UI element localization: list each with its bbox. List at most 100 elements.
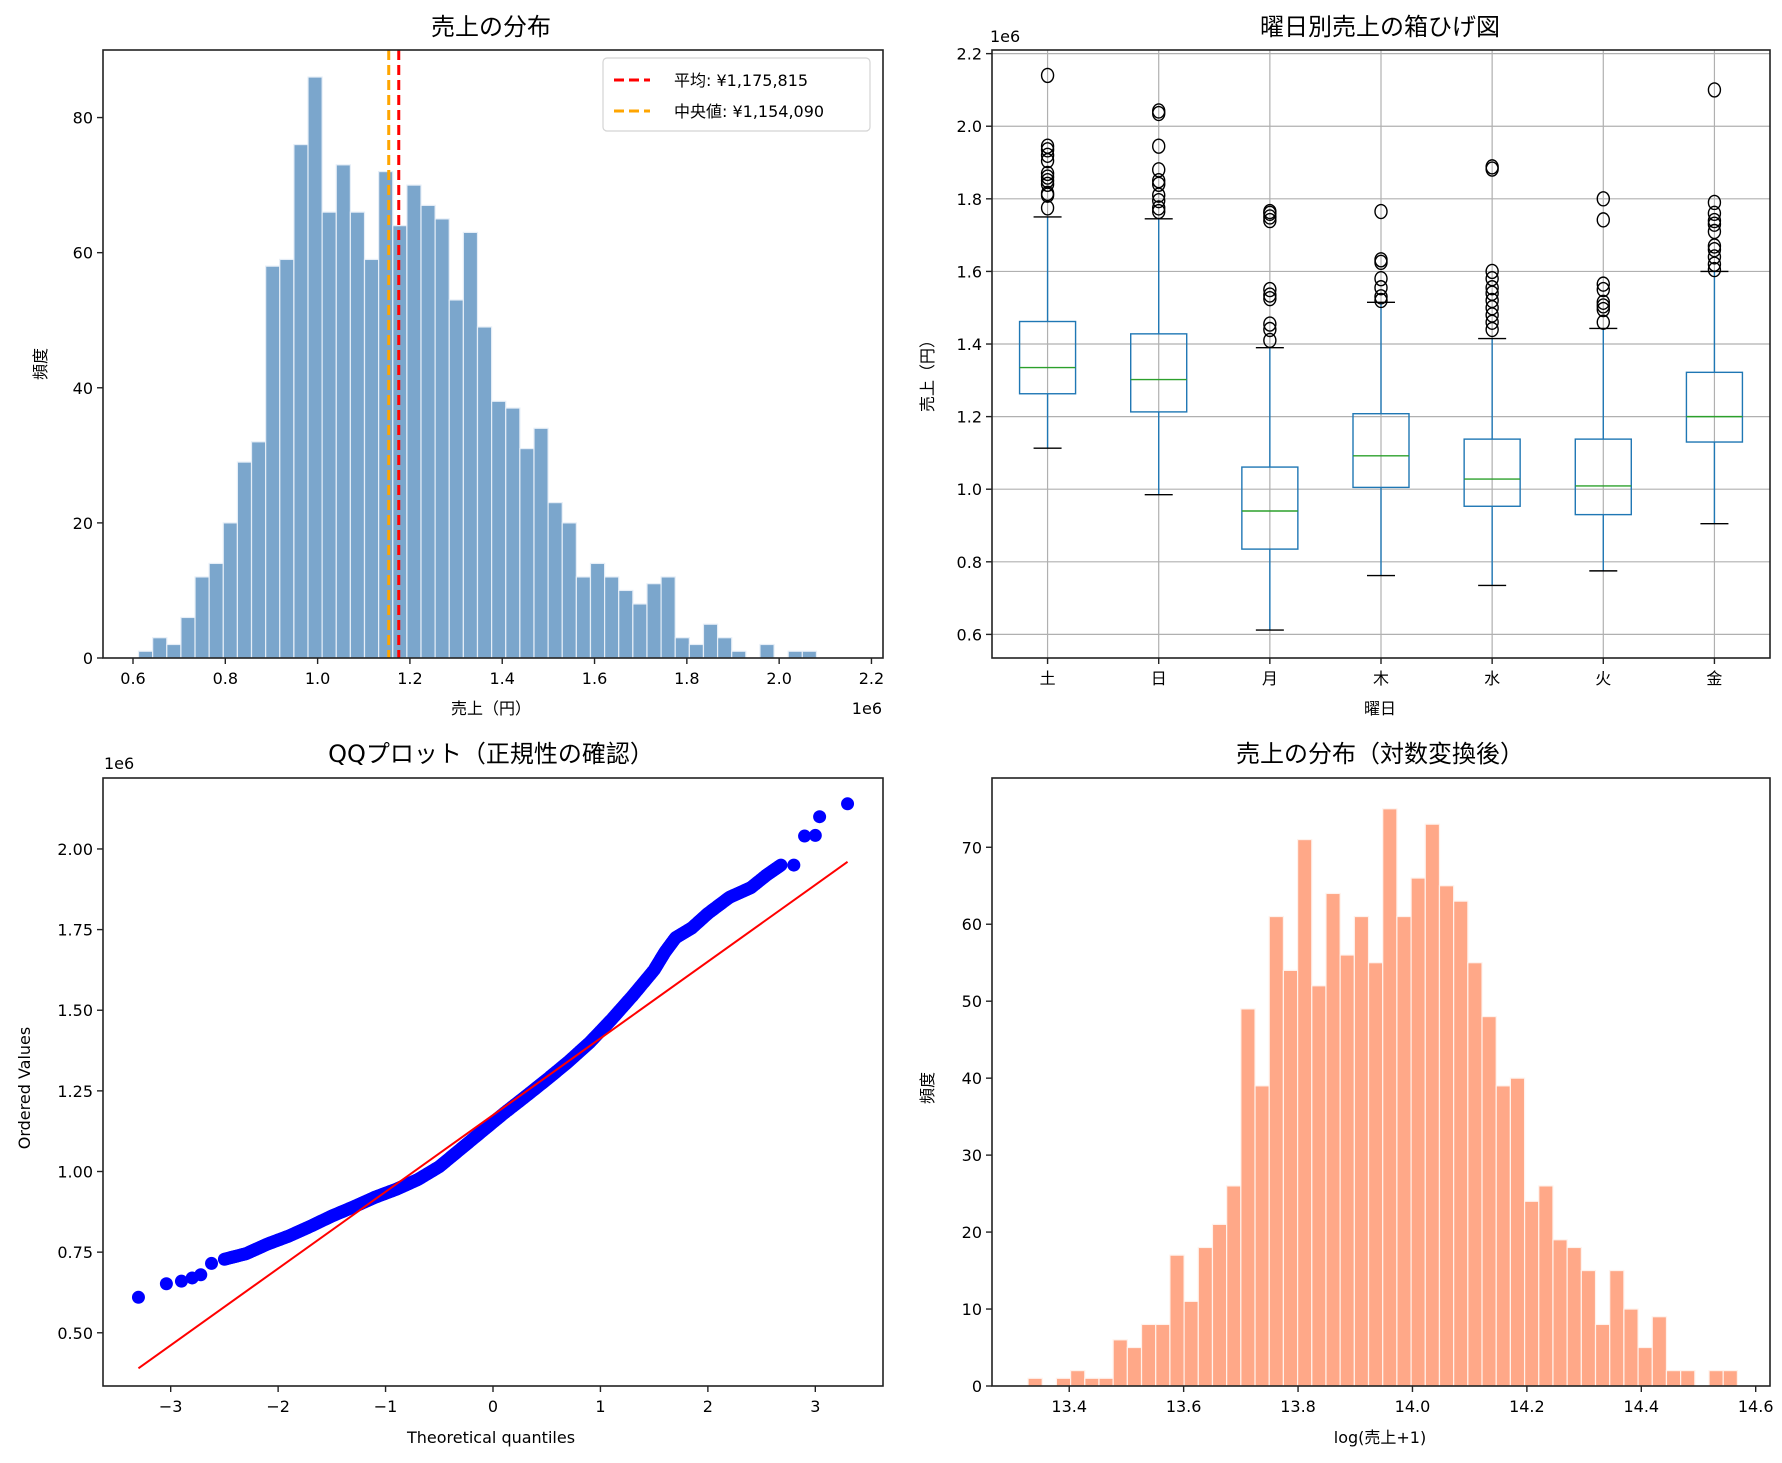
histogram-bar — [1509, 1077, 1526, 1387]
x-tick-label: 1.4 — [490, 669, 515, 688]
histogram-bar — [1183, 1300, 1199, 1387]
y-tick-label: 1.0 — [957, 480, 982, 499]
histogram-bar — [1580, 1269, 1597, 1387]
histogram-bar — [1211, 1223, 1228, 1387]
outlier-marker — [1596, 301, 1610, 318]
x-tick-label: 13.6 — [1166, 1397, 1202, 1416]
plot-frame — [991, 777, 1771, 1387]
axes-frame: 13.4 13.6 13.8 14.0 14.2 14.4 14.6 0 10 20 30 40 50 6… — [962, 777, 1774, 1416]
y-tick-label: 30 — [962, 1146, 982, 1165]
outlier-marker — [1374, 270, 1388, 287]
histogram-bar — [1155, 1323, 1171, 1387]
y-tick-label: 0.8 — [957, 553, 982, 572]
histogram-bar — [307, 76, 323, 659]
y-tick-label: 1.75 — [57, 921, 93, 940]
histogram-bar — [1070, 1370, 1086, 1387]
outlier-marker — [1040, 165, 1055, 182]
histogram-bar — [1538, 1185, 1554, 1387]
boxplot-weekday-panel: 曜日別売上の箱ひげ図 土 日 月 木 水 火 金 0.6 0.8 1.0 1.2 1.4 1.6 1.8 2… — [918, 13, 1771, 718]
histogram-bar — [321, 211, 337, 659]
chart-title: 売上の分布 — [431, 13, 551, 41]
histogram-bar — [505, 407, 521, 659]
histogram-bar — [1027, 1377, 1043, 1387]
histogram-bar — [335, 164, 351, 659]
x-tick-label: 13.8 — [1280, 1397, 1316, 1416]
histogram-bar — [406, 184, 422, 659]
outlier-marker — [1596, 212, 1610, 228]
histogram-bar — [519, 447, 535, 659]
histogram-bar — [166, 643, 182, 659]
histogram-sales-panel: 売上の分布 0.6 0.8 1.0 1.2 1.4 1.6 1.8 2.0 2.2 0 20 40 60… — [31, 13, 884, 718]
histogram-bar — [1396, 915, 1412, 1387]
outlier-marker — [1485, 270, 1499, 287]
histogram-bar — [208, 562, 224, 659]
axes-frame: 土 日 月 木 水 火 金 0.6 0.8 1.0 1.2 1.4 1.6 1.8 2.0 2.2 — [957, 45, 1771, 688]
qq-point — [174, 1274, 188, 1288]
x-tick-label: 2.0 — [766, 669, 791, 688]
qq-point — [808, 828, 822, 842]
y-tick-label: 40 — [73, 379, 93, 398]
legend: 平均: ¥1,175,815 中央値: ¥1,154,090 — [602, 57, 871, 132]
histogram-bar — [1453, 900, 1469, 1387]
histogram-log-sales-panel: 売上の分布（対数変換後） 13.4 13.6 13.8 14.0 14.2 14.4 14.… — [918, 740, 1774, 1447]
histogram-bar — [1424, 823, 1441, 1387]
chart-title: QQプロット（正規性の確認） — [328, 740, 654, 768]
histogram-bar — [547, 502, 563, 659]
histogram-bar — [1637, 1346, 1653, 1387]
legend-mean-label: 平均: ¥1,175,815 — [674, 71, 808, 90]
histogram-bar — [293, 143, 309, 659]
histogram-bar — [1594, 1323, 1611, 1387]
histogram-bar — [716, 637, 733, 659]
outlier-marker — [1707, 216, 1722, 232]
histogram-bar — [1367, 962, 1384, 1387]
y-tick-label: 2.2 — [957, 45, 982, 64]
x-tick-label: −2 — [266, 1397, 290, 1416]
y-tick-label: 1.50 — [57, 1001, 93, 1020]
histogram-bar — [222, 522, 238, 659]
histogram-bar — [1523, 1200, 1540, 1387]
outlier-marker — [1485, 280, 1499, 296]
histogram-bar — [363, 258, 380, 659]
histogram-bar — [1126, 1346, 1143, 1387]
outlier-marker — [1374, 252, 1388, 268]
x-tick-label: 0.6 — [120, 669, 145, 688]
qq-point — [787, 858, 801, 872]
outlier-marker — [1485, 159, 1499, 175]
x-tick-label: 木 — [1373, 669, 1389, 688]
y-tick-label: 50 — [962, 992, 982, 1011]
y-tick-label: 0.50 — [57, 1324, 93, 1343]
histogram-bar — [1140, 1323, 1157, 1387]
histogram-bar — [702, 623, 719, 659]
histogram-bar — [632, 603, 648, 659]
x-tick-label: 水 — [1484, 669, 1500, 688]
outlier-marker — [1596, 314, 1610, 330]
x-tick-label: 14.6 — [1738, 1397, 1774, 1416]
y-tick-label: 2.0 — [957, 117, 982, 136]
y-tick-label: 2.00 — [57, 840, 93, 859]
box-elements — [1018, 67, 1744, 631]
outlier-marker — [1707, 205, 1722, 222]
x-tick-label: 日 — [1151, 669, 1167, 688]
histogram-bar — [1339, 954, 1355, 1387]
histogram-bar — [1226, 1185, 1242, 1387]
y-tick-label: 1.8 — [957, 190, 982, 209]
x-tick-label: 月 — [1262, 669, 1278, 688]
outlier-marker — [1707, 212, 1722, 229]
x-tick-label: 1.0 — [305, 669, 330, 688]
histogram-bar — [434, 218, 450, 659]
box-iqr — [1018, 320, 1077, 395]
qq-point — [774, 858, 788, 872]
x-tick-label: 14.0 — [1395, 1397, 1431, 1416]
outlier-marker — [1707, 249, 1722, 265]
y-offset-label: 1e6 — [990, 27, 1020, 46]
outlier-marker — [1152, 192, 1166, 209]
histogram-bar — [589, 562, 606, 659]
histogram-bar — [236, 461, 253, 659]
histogram-bar — [1609, 1269, 1625, 1387]
outlier-marker — [1040, 147, 1055, 163]
qq-plot-panel: QQプロット（正規性の確認） −3 −2 −1 0 1 2 3 0.50 0.75 1.00 1.2… — [15, 740, 884, 1447]
x-tick-label: 0.8 — [213, 669, 238, 688]
histogram-bar — [1325, 892, 1341, 1387]
outlier-marker — [1707, 82, 1722, 98]
x-tick-label: 0 — [488, 1397, 498, 1416]
